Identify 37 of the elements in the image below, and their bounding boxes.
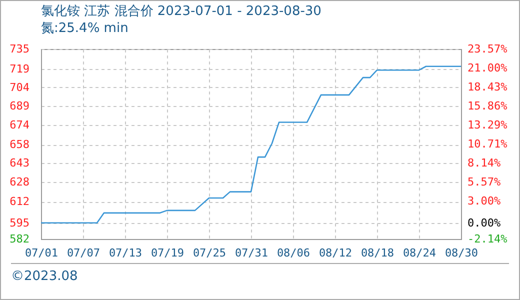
- y-tick-label: 689: [10, 100, 30, 113]
- y-tick-label: 735: [10, 42, 30, 56]
- y2-tick-label: -2.14%: [468, 232, 508, 246]
- x-tick-label: 08/18: [360, 246, 394, 260]
- chart-title: 氯化铵 江苏 混合价 2023-07-01 - 2023-08-30: [41, 4, 322, 19]
- y-tick-label: 612: [10, 195, 30, 208]
- x-tick-label: 07/13: [108, 246, 142, 260]
- y-tick-label: 704: [10, 80, 30, 94]
- y2-tick-label: 13.29%: [468, 118, 508, 132]
- x-tick-label: 07/31: [234, 246, 268, 260]
- text: ©2023.08: [11, 269, 78, 284]
- y2-tick-label: 18.43%: [468, 80, 508, 94]
- y2-tick-label: 5.57%: [468, 176, 501, 189]
- y2-tick-label: 8.14%: [468, 156, 501, 170]
- y-tick-label: 674: [10, 118, 30, 132]
- y2-tick-label: 0.00%: [468, 216, 501, 230]
- y2-tick-label: 10.71%: [468, 138, 508, 151]
- y-tick-label: 582: [10, 232, 30, 246]
- y2-tick-label: 23.57%: [468, 42, 508, 56]
- y-tick-label: 628: [10, 175, 30, 188]
- x-tick-label: 07/19: [150, 246, 184, 260]
- y-tick-label: 643: [10, 156, 30, 170]
- x-tick-label: 08/12: [318, 246, 352, 260]
- y2-tick-label: 15.86%: [468, 99, 508, 112]
- y2-tick-label: 3.00%: [468, 194, 501, 208]
- x-tick-label: 08/06: [276, 246, 310, 260]
- x-tick-label: 08/24: [402, 246, 436, 260]
- x-tick-label: 07/01: [24, 246, 58, 260]
- x-tick-label: 08/30: [444, 246, 478, 260]
- line-series: [40, 66, 462, 224]
- y-tick-label: 595: [10, 216, 30, 230]
- chart-subtitle: 氮:25.4% min: [41, 21, 128, 36]
- y-tick-label: 658: [10, 138, 30, 152]
- y-tick-label: 719: [10, 62, 30, 76]
- x-tick-label: 07/25: [192, 246, 226, 260]
- x-tick-label: 07/07: [66, 246, 100, 260]
- y2-tick-label: 21.00%: [468, 61, 508, 74]
